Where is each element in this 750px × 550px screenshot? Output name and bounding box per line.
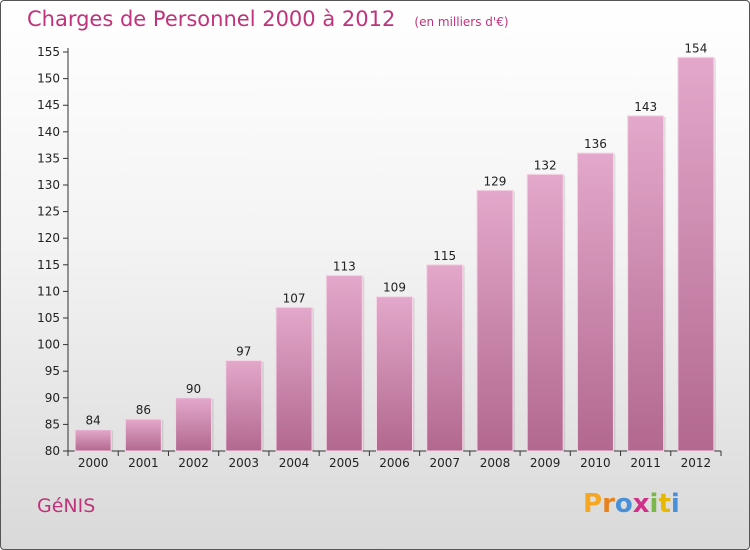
x-tick-label: 2008 xyxy=(480,456,511,470)
bar-2008 xyxy=(476,189,514,452)
data-label-2001: 86 xyxy=(136,403,151,417)
commune-name: GéNIS xyxy=(37,495,96,517)
data-labels: 84 86 90 97 107 113 109 115 129 132 136 143 154 xyxy=(85,41,707,427)
y-tick-label: 150 xyxy=(37,72,60,86)
bar-2003 xyxy=(225,360,263,452)
y-tick-label: 155 xyxy=(37,45,60,59)
y-tick-label: 95 xyxy=(45,364,60,378)
bar-2012 xyxy=(677,56,715,452)
x-axis: 2000 2001 2002 2003 2004 2005 2006 2007 2008 2009… xyxy=(67,450,722,470)
bar-2007 xyxy=(426,264,464,452)
data-label-2011: 143 xyxy=(634,100,657,114)
y-tick-label: 140 xyxy=(37,125,60,139)
logo-letter: i xyxy=(670,489,680,519)
x-tick-label: 2005 xyxy=(329,456,360,470)
y-tick-label: 130 xyxy=(37,178,60,192)
bar-2002 xyxy=(175,397,213,452)
chart-subtitle: (en milliers d'€) xyxy=(414,15,509,29)
bar-2006 xyxy=(376,296,413,452)
bars xyxy=(74,56,716,452)
proxiti-logo: Proxiti xyxy=(583,489,680,519)
logo-letter: i xyxy=(649,489,659,519)
bar-2011 xyxy=(627,115,665,452)
x-tick-label: 2002 xyxy=(178,456,209,470)
x-tick-label: 2004 xyxy=(279,456,310,470)
y-tick-label: 125 xyxy=(37,205,60,219)
y-tick-label: 80 xyxy=(45,444,60,458)
x-tick-label: 2001 xyxy=(128,456,159,470)
data-label-2005: 113 xyxy=(333,259,356,273)
y-tick-label: 90 xyxy=(45,391,60,405)
data-label-2007: 115 xyxy=(433,249,456,263)
logo-letter: x xyxy=(632,489,650,519)
x-tick-label: 2012 xyxy=(681,456,712,470)
data-label-2000: 84 xyxy=(85,414,100,428)
y-tick-label: 100 xyxy=(37,338,60,352)
y-tick-label: 120 xyxy=(37,231,60,245)
x-tick-label: 2006 xyxy=(379,456,410,470)
x-tick-label: 2009 xyxy=(530,456,561,470)
data-label-2012: 154 xyxy=(684,41,707,55)
title-row: Charges de Personnel 2000 à 2012 (en mil… xyxy=(27,7,509,31)
bar-2001 xyxy=(124,418,162,452)
x-tick-label: 2010 xyxy=(580,456,611,470)
y-tick-label: 145 xyxy=(37,98,60,112)
bar-2009 xyxy=(526,173,564,452)
x-tick-label: 2011 xyxy=(630,456,661,470)
y-tick-label: 115 xyxy=(37,258,60,272)
data-label-2003: 97 xyxy=(236,345,251,359)
bar-2000 xyxy=(74,429,112,452)
y-tick-label: 110 xyxy=(37,284,60,298)
logo-letter: P xyxy=(583,489,603,519)
x-tick-label: 2003 xyxy=(229,456,260,470)
chart-title: Charges de Personnel 2000 à 2012 xyxy=(27,7,396,31)
data-label-2002: 90 xyxy=(186,382,201,396)
data-label-2004: 107 xyxy=(283,291,306,305)
x-tick-label: 2000 xyxy=(78,456,109,470)
data-label-2006: 109 xyxy=(383,281,406,295)
data-label-2009: 132 xyxy=(534,158,557,172)
y-axis: 80 85 90 95 100 105 110 115 120 125 130 135 140 145 15… xyxy=(37,45,69,458)
logo-letter: t xyxy=(658,489,671,519)
bar-2010 xyxy=(576,152,614,452)
logo-letter: o xyxy=(614,489,633,519)
y-tick-label: 85 xyxy=(45,417,60,431)
bar-2005 xyxy=(325,274,363,452)
logo-letter: r xyxy=(602,489,615,519)
x-tick-label: 2007 xyxy=(429,456,460,470)
y-tick-label: 105 xyxy=(37,311,60,325)
data-label-2008: 129 xyxy=(484,174,507,188)
y-tick-label: 135 xyxy=(37,151,60,165)
data-label-2010: 136 xyxy=(584,137,607,151)
bar-2004 xyxy=(275,306,313,452)
